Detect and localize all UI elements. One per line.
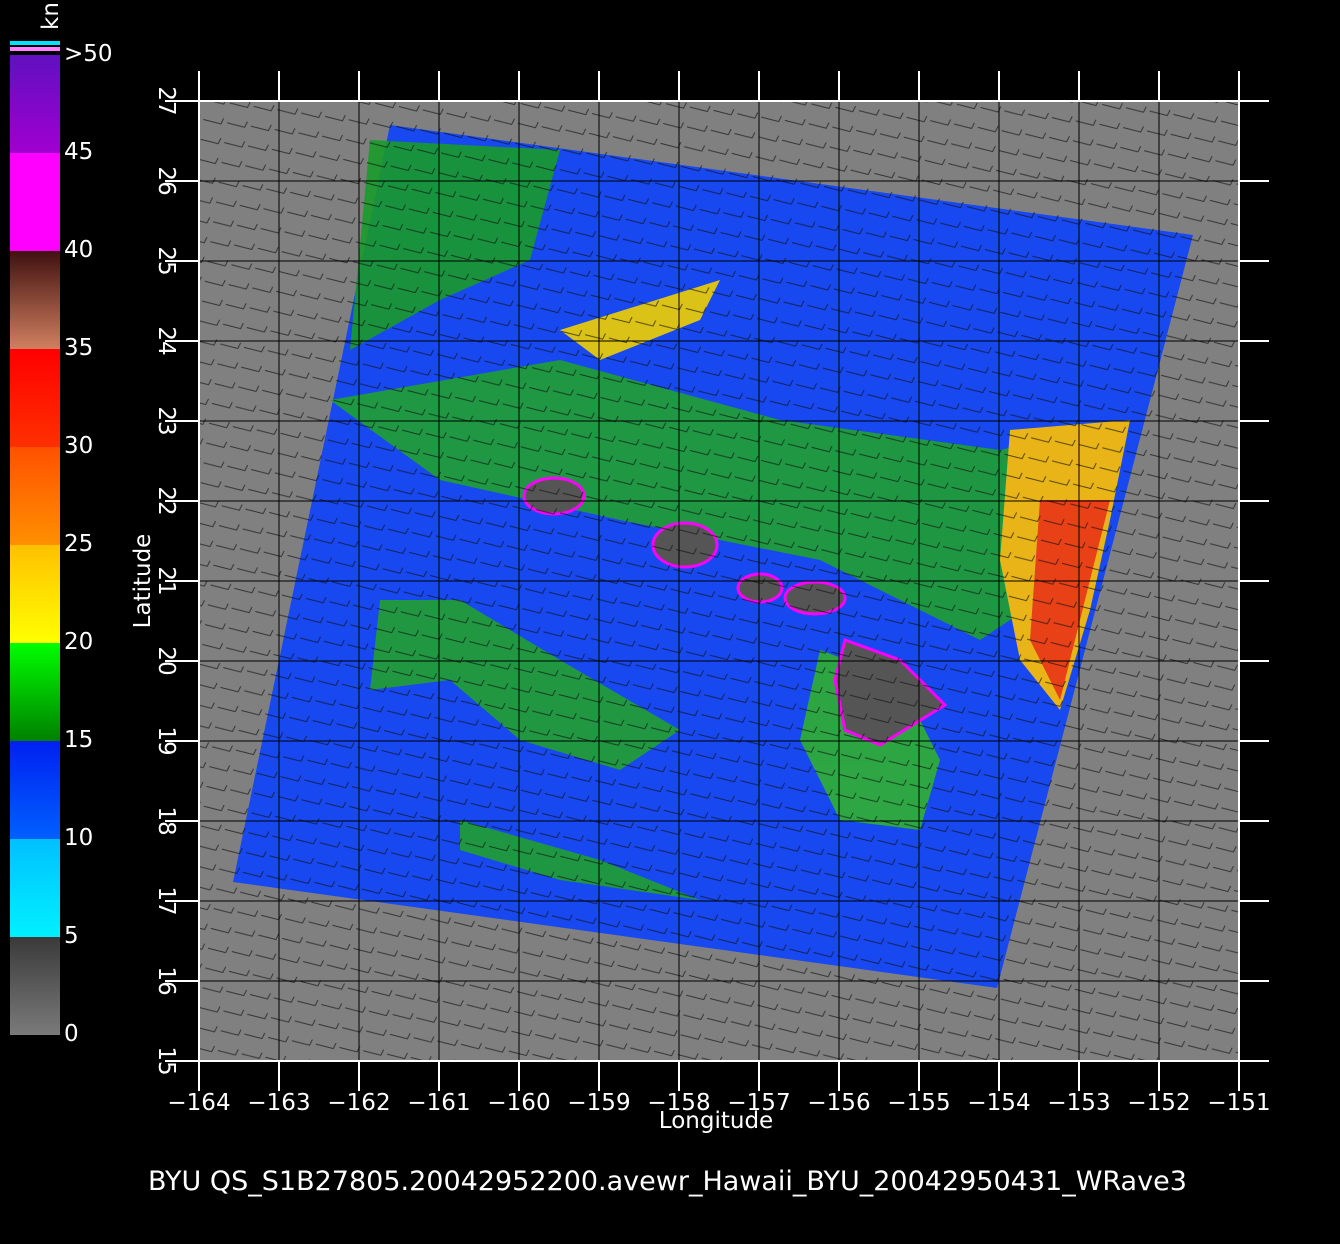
x-tick-label: −161 — [407, 1090, 470, 1116]
y-tick-label: 17 — [153, 886, 179, 915]
colorbar-segment — [10, 839, 60, 937]
y-tick-label: 26 — [153, 166, 179, 195]
colorbar-segment — [10, 447, 60, 545]
x-tick-label: −151 — [1207, 1090, 1270, 1116]
colorbar-segment — [10, 937, 60, 1035]
x-tick-label: −158 — [647, 1090, 710, 1116]
colorbar-label: 25 — [64, 531, 93, 557]
footer: BYU QS_S1B27805.20042952200.avewr_Hawaii… — [148, 1166, 1187, 1197]
x-tick-label: −160 — [487, 1090, 550, 1116]
colorbar-label: >50 — [64, 41, 113, 67]
y-tick-label: 21 — [153, 566, 179, 595]
y-tick-label: 18 — [153, 806, 179, 835]
x-tick-label: −159 — [567, 1090, 630, 1116]
y-tick-label: 20 — [153, 646, 179, 675]
y-tick-label: 22 — [153, 486, 179, 515]
y-tick-label: 15 — [153, 1046, 179, 1075]
x-axis-label: Longitude — [659, 1108, 773, 1134]
colorbar-label: 5 — [64, 923, 79, 949]
y-tick-label: 19 — [153, 726, 179, 755]
colorbar-segment — [10, 741, 60, 839]
x-tick-label: −152 — [1127, 1090, 1190, 1116]
colorbar-segment — [10, 349, 60, 447]
x-tick-label: −154 — [967, 1090, 1030, 1116]
x-tick-label: −163 — [247, 1090, 310, 1116]
colorbar-label: 20 — [64, 629, 93, 655]
colorbar-label: 35 — [64, 335, 93, 361]
y-tick-label: 23 — [153, 406, 179, 435]
plot-frame — [198, 100, 1240, 1062]
x-tick-label: −157 — [727, 1090, 790, 1116]
colorbar-segment — [10, 251, 60, 349]
y-tick-label: 24 — [153, 326, 179, 355]
x-tick-label: −156 — [807, 1090, 870, 1116]
colorbar-segment — [10, 55, 60, 153]
colorbar-cap — [10, 47, 60, 51]
colorbar-segment — [10, 545, 60, 643]
colorbar-label: 45 — [64, 139, 93, 165]
colorbar-cap — [10, 41, 60, 45]
colorbar-label: 15 — [64, 727, 93, 753]
y-axis-label: Latitude — [130, 534, 156, 629]
colorbar-label: 30 — [64, 433, 93, 459]
colorbar-title: kn — [38, 2, 64, 30]
colorbar-segment — [10, 153, 60, 251]
x-tick-label: −155 — [887, 1090, 950, 1116]
colorbar-label: 10 — [64, 825, 93, 851]
colorbar-label: 40 — [64, 237, 93, 263]
x-tick-label: −153 — [1047, 1090, 1110, 1116]
x-tick-label: −164 — [167, 1090, 230, 1116]
colorbar-segment — [10, 643, 60, 741]
colorbar-label: 0 — [64, 1021, 79, 1047]
x-tick-label: −162 — [327, 1090, 390, 1116]
y-tick-label: 25 — [153, 246, 179, 275]
y-tick-label: 16 — [153, 966, 179, 995]
y-tick-label: 27 — [153, 86, 179, 115]
